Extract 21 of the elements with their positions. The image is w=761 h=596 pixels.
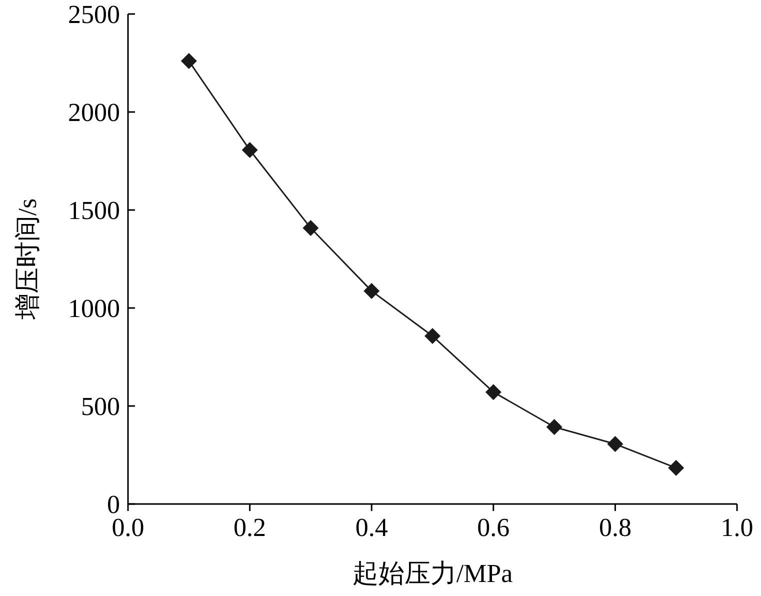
point (424, 328, 440, 344)
point (546, 418, 562, 435)
x-tick-label: 0.2 (234, 513, 266, 542)
x-tick-label: 0.4 (355, 513, 388, 542)
y-tick-label: 2500 (68, 0, 120, 29)
point (302, 220, 319, 236)
point (364, 282, 380, 299)
y-tick-label: 2000 (68, 98, 120, 127)
y-axis-title: 增压时间/s (13, 198, 42, 321)
x-tick-label: 0.8 (598, 513, 632, 542)
x-tick-label: 0.6 (477, 513, 510, 542)
point (242, 142, 258, 158)
y-tick-label: 1500 (68, 196, 120, 225)
point (607, 436, 624, 452)
point (485, 384, 502, 400)
point (668, 460, 684, 476)
x-axis-title: 起始压力/MPa (352, 559, 514, 588)
point (180, 53, 197, 70)
y-tick-label: 500 (81, 392, 120, 421)
x-tick-label: 1.0 (720, 513, 754, 542)
y-tick-label: 1000 (68, 294, 120, 323)
